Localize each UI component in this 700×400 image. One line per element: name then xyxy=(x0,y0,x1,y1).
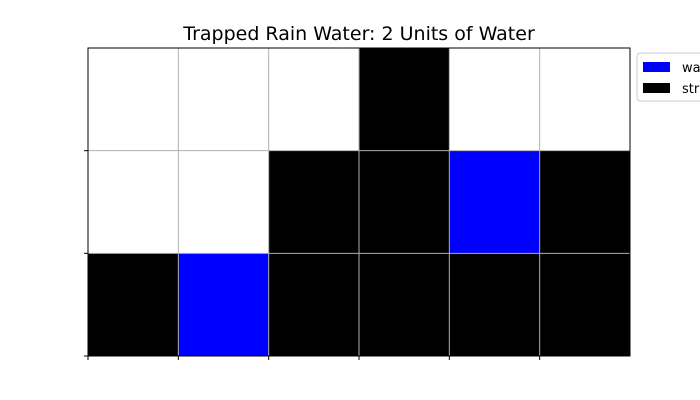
empty-cell xyxy=(88,48,179,151)
axis-ticks xyxy=(84,150,541,360)
legend-label-water: water xyxy=(682,61,700,76)
structure-cell xyxy=(268,253,359,356)
empty-cell xyxy=(449,48,540,151)
grid-lines xyxy=(88,48,630,356)
structure-cell xyxy=(539,253,630,356)
cell-grid xyxy=(88,48,630,356)
structure-cell xyxy=(88,253,179,356)
structure-cell xyxy=(539,150,630,254)
legend: water structure xyxy=(636,52,700,102)
empty-cell xyxy=(539,48,630,151)
water-cell xyxy=(178,253,269,356)
empty-cell xyxy=(268,48,359,151)
structure-cell xyxy=(359,150,450,254)
structure-cell xyxy=(268,150,359,254)
structure-cell xyxy=(359,48,450,151)
structure-cell xyxy=(449,253,540,356)
empty-cell xyxy=(178,48,269,151)
chart-title: Trapped Rain Water: 2 Units of Water xyxy=(182,23,535,45)
empty-cell xyxy=(178,150,269,254)
structure-cell xyxy=(359,253,450,356)
empty-cell xyxy=(88,150,179,254)
legend-swatch-water xyxy=(643,62,670,72)
legend-swatch-structure xyxy=(643,83,670,93)
legend-label-structure: structure xyxy=(682,82,700,97)
water-cell xyxy=(449,150,540,254)
